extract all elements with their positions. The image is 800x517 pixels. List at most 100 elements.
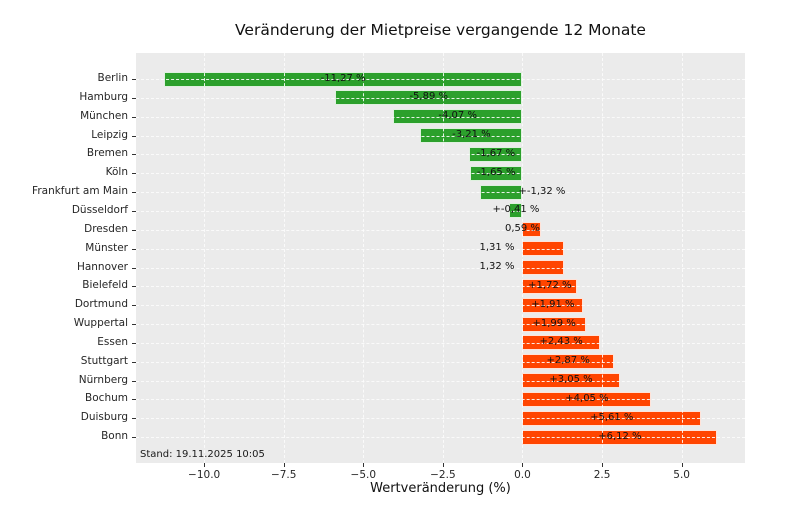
bar-value-label: -11,27 % <box>320 72 366 84</box>
y-tick-mark <box>132 418 136 420</box>
y-tick-label: Münster <box>85 241 128 254</box>
gridline-horizontal <box>136 437 745 439</box>
x-tick-mark <box>602 463 604 467</box>
y-tick-mark <box>132 210 136 212</box>
bar-value-label: 0,59 % <box>504 223 540 235</box>
y-tick-mark <box>132 97 136 99</box>
y-tick-mark <box>132 173 136 175</box>
x-tick-label: −7.5 <box>270 469 297 481</box>
bar-value-label: -5,89 % <box>409 91 448 103</box>
y-tick-label: Bremen <box>86 147 128 160</box>
bar-value-label: +4,05 % <box>565 392 609 404</box>
bar-value-label: -4,07 % <box>438 110 477 122</box>
gridline-horizontal <box>136 305 745 307</box>
y-tick-label: Dortmund <box>74 298 128 311</box>
bar-value-label: +5,61 % <box>590 411 634 423</box>
gridline-horizontal <box>136 267 745 269</box>
gridline-horizontal <box>136 135 745 137</box>
y-tick-mark <box>132 361 136 363</box>
y-tick-mark <box>132 135 136 137</box>
y-tick-mark <box>132 342 136 344</box>
y-tick-mark <box>132 399 136 401</box>
gridline-vertical <box>204 53 206 463</box>
bar-value-label: +6,12 % <box>598 430 642 442</box>
chart-title: Veränderung der Mietpreise vergangende 1… <box>235 21 646 39</box>
x-tick-mark <box>522 463 524 467</box>
bar-value-label: -1,67 % <box>476 147 516 159</box>
y-tick-label: Essen <box>97 335 128 348</box>
y-tick-mark <box>132 324 136 326</box>
x-tick-label: 0.0 <box>514 469 531 481</box>
x-tick-mark <box>204 463 206 467</box>
x-tick-mark <box>363 463 365 467</box>
y-tick-mark <box>132 248 136 250</box>
x-tick-mark <box>442 463 444 467</box>
gridline-horizontal <box>136 361 745 363</box>
gridline-vertical <box>283 53 285 463</box>
gridline-horizontal <box>136 116 745 118</box>
y-tick-label: Bielefeld <box>82 279 128 292</box>
y-tick-label: Bochum <box>85 392 128 405</box>
x-tick-mark <box>283 463 285 467</box>
y-tick-mark <box>132 305 136 307</box>
bar-value-label: +1,72 % <box>528 279 572 291</box>
x-tick-label: −10.0 <box>188 469 221 481</box>
gridline-horizontal <box>136 248 745 250</box>
bar-value-label: 1,32 % <box>479 261 515 272</box>
gridline-horizontal <box>136 192 745 194</box>
bar-value-label: +-0,41 % <box>492 204 540 216</box>
y-tick-label: Hamburg <box>79 90 128 103</box>
x-tick-label: 2.5 <box>593 469 611 481</box>
gridline-vertical <box>363 53 365 463</box>
x-tick-label: −5.0 <box>350 469 377 481</box>
y-tick-label: Leipzig <box>91 128 128 141</box>
y-tick-mark <box>132 229 136 231</box>
gridline-horizontal <box>136 399 745 401</box>
x-axis-label: Wertveränderung (%) <box>370 481 511 496</box>
y-tick-mark <box>132 286 136 288</box>
y-tick-mark <box>132 79 136 80</box>
bar-value-label: -1,65 % <box>476 166 516 178</box>
y-tick-mark <box>132 192 136 194</box>
y-tick-label: Stuttgart <box>80 354 128 367</box>
bar-value-label: +3,05 % <box>549 374 593 386</box>
y-tick-label: Duisburg <box>80 411 128 424</box>
x-tick-label: −2.5 <box>430 469 456 481</box>
bar-value-label: +2,87 % <box>546 355 590 367</box>
gridline-vertical <box>681 53 683 463</box>
bar-value-label: +-1,32 % <box>518 185 566 197</box>
gridline-horizontal <box>136 210 745 212</box>
gridline-horizontal <box>136 342 745 344</box>
bar-value-label: +1,99 % <box>532 317 576 329</box>
gridline-vertical <box>522 53 524 463</box>
y-tick-label: Berlin <box>97 72 128 84</box>
y-tick-label: Köln <box>105 166 128 179</box>
y-tick-mark <box>132 380 136 382</box>
y-tick-mark <box>132 267 136 269</box>
gridline-horizontal <box>136 286 745 288</box>
stand-note: Stand: 19.11.2025 10:05 <box>140 449 265 460</box>
y-tick-mark <box>132 116 136 118</box>
y-tick-label: Wuppertal <box>73 317 128 330</box>
gridline-vertical <box>442 53 444 463</box>
y-tick-mark <box>132 154 136 156</box>
y-tick-label: Nürnberg <box>78 373 128 386</box>
y-tick-label: Düsseldorf <box>71 203 128 216</box>
gridline-horizontal <box>136 380 745 382</box>
gridline-horizontal <box>136 229 745 231</box>
y-tick-mark <box>132 437 136 439</box>
x-tick-label: 5.0 <box>673 469 690 481</box>
y-tick-label: Hannover <box>76 260 128 273</box>
y-tick-label: Bonn <box>101 430 128 443</box>
bar-value-label: +2,43 % <box>539 336 583 348</box>
bar-value-label: -3,21 % <box>452 129 491 141</box>
gridline-vertical <box>602 53 604 463</box>
gridline-horizontal <box>136 173 745 175</box>
y-tick-label: Frankfurt am Main <box>32 185 128 198</box>
gridline-horizontal <box>136 324 745 326</box>
y-tick-label: Dresden <box>84 222 128 235</box>
y-tick-label: München <box>80 109 128 122</box>
bar-value-label: +1,91 % <box>531 298 575 310</box>
gridline-horizontal <box>136 97 745 99</box>
